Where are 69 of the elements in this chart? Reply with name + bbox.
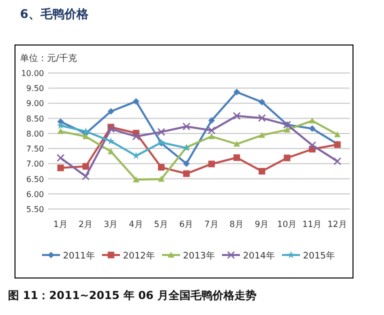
y-tick-label: 7.00	[26, 160, 44, 169]
point	[82, 163, 90, 170]
point	[132, 152, 140, 160]
legend-label: 2012年	[123, 250, 155, 262]
point	[106, 124, 115, 133]
x-tick-label: 4月	[128, 220, 144, 230]
x-tick-label: 11月	[302, 220, 322, 230]
legend-label: 2013年	[183, 250, 215, 262]
x-tick-label: 9月	[254, 220, 270, 230]
point	[258, 98, 266, 106]
point	[308, 125, 316, 132]
point	[132, 98, 140, 105]
chart-title: 6、毛鸭价格	[20, 7, 90, 21]
y-tick-label: 8.50	[26, 114, 44, 124]
y-tick-label: 9.00	[26, 99, 44, 108]
point	[108, 148, 114, 154]
point	[258, 132, 266, 138]
point	[208, 133, 215, 140]
point	[57, 164, 64, 172]
point	[208, 160, 215, 168]
point	[308, 117, 316, 124]
point	[183, 160, 190, 167]
point	[232, 112, 241, 120]
point	[284, 126, 290, 132]
point	[158, 176, 165, 182]
legend-label: 2015年	[303, 250, 335, 262]
point	[132, 132, 140, 140]
point	[208, 117, 215, 124]
point	[157, 128, 166, 136]
x-tick-label: 12月	[328, 220, 348, 230]
y-tick-label: 6.00	[26, 190, 44, 199]
point	[82, 133, 90, 140]
point	[208, 126, 216, 134]
point	[158, 164, 165, 171]
point	[108, 108, 114, 115]
point	[284, 154, 290, 162]
y-tick-label: 8.00	[26, 129, 44, 138]
x-tick-label: 7月	[204, 220, 219, 230]
x-tick-label: 3月	[104, 220, 118, 230]
x-tick-label: 6月	[179, 220, 194, 230]
point	[233, 88, 240, 96]
point	[308, 141, 316, 150]
point	[258, 168, 266, 175]
y-tick-label: 5.50	[26, 205, 44, 214]
x-tick-label: 8月	[230, 220, 244, 230]
x-tick-label: 1月	[53, 220, 68, 230]
x-tick-label: 2月	[78, 220, 93, 230]
point	[233, 154, 240, 161]
x-tick-label: 10月	[277, 220, 297, 230]
point	[333, 157, 342, 166]
y-axis-title: 单位：元/千克	[20, 53, 78, 64]
point	[132, 176, 140, 182]
y-tick-label: 6.50	[26, 174, 44, 184]
point	[258, 114, 266, 122]
y-tick-label: 10.00	[21, 69, 44, 78]
y-tick-label: 7.50	[26, 144, 44, 154]
legend-label: 2014年	[243, 250, 275, 262]
point	[334, 131, 341, 138]
point	[182, 122, 190, 130]
point	[233, 140, 240, 147]
point	[56, 122, 64, 129]
point	[183, 170, 190, 177]
legend-label: 2011年	[63, 250, 95, 262]
y-tick-label: 9.50	[26, 84, 44, 94]
x-tick-label: 5月	[154, 220, 168, 230]
point	[57, 128, 64, 134]
caption: 图 11：2011~2015 年 06 月全国毛鸭价格走势	[8, 289, 256, 302]
point	[82, 172, 90, 180]
point	[56, 154, 65, 162]
